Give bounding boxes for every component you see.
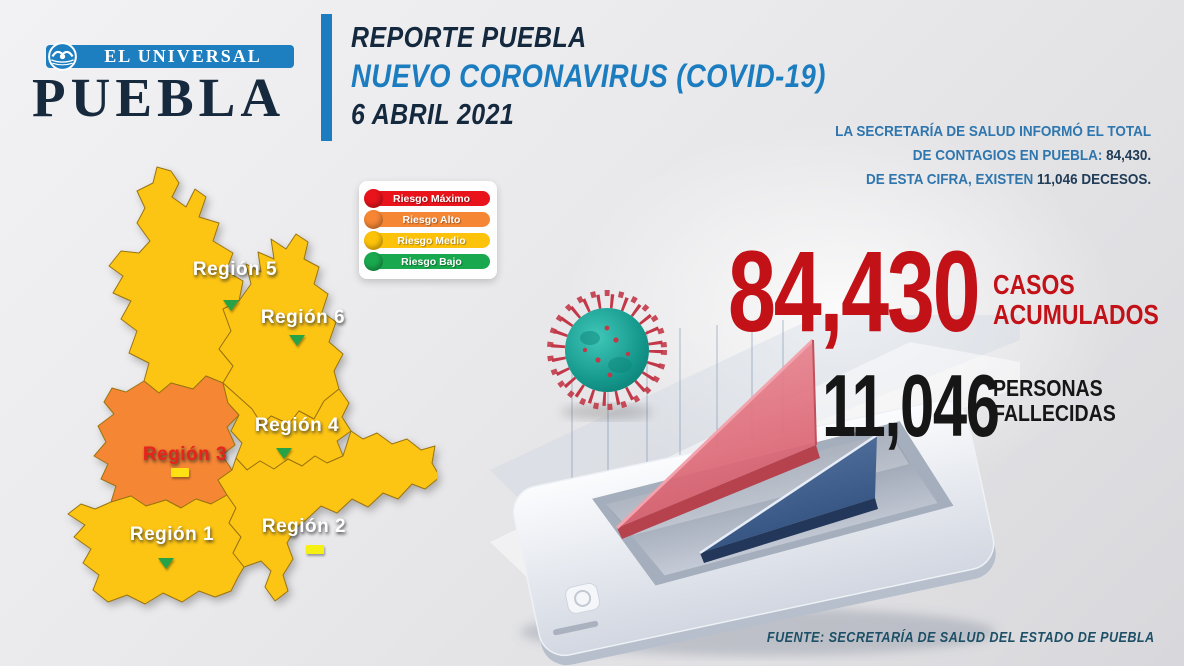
source-credit: FUENTE: SECRETARÍA DE SALUD DEL ESTADO D… [767,630,1155,646]
region-1-marker-icon [158,558,174,569]
legend-row-maximo: Riesgo Máximo [364,189,492,208]
region-4-marker-icon [276,448,292,459]
summary-text: LA SECRETARÍA DE SALUD INFORMÓ EL TOTAL … [835,120,1151,192]
report-title: REPORTE PUEBLA [351,22,587,54]
summary-line-2: DE CONTAGIOS EN PUEBLA: 84,430. [912,147,1151,164]
region-3-marker-icon [171,468,189,477]
tablet-chart-illustration [490,290,1020,666]
risk-legend: Riesgo Máximo Riesgo Alto Riesgo Medio R… [359,181,497,279]
legend-dot [364,231,383,250]
brand-name: EL UNIVERSAL [104,46,262,66]
region-5-marker-icon [223,300,239,311]
legend-dot [364,252,383,271]
edition-title: PUEBLA [32,67,286,128]
region-2-label: Región 2 [261,516,347,537]
tablet-home-button [565,582,601,614]
report-subtitle: NUEVO CORONAVIRUS (COVID-19) [351,58,826,94]
region-2-marker-icon [306,545,324,554]
region-5-label: Región 5 [192,259,278,280]
puebla-regions-map: Región 5 Región 6 Región 4 Región 3 Regi… [55,163,441,625]
region-3-shape [93,375,240,509]
legend-bar: Riesgo Alto [373,212,490,227]
deaths-count: 11,046 [822,356,1000,455]
tablet-speaker-slot [553,620,599,636]
eagle-globe-icon [48,42,77,71]
legend-bar: Riesgo Medio [373,233,490,248]
header-divider [321,14,332,141]
summary-line-3: DE ESTA CIFRA, EXISTEN 11,046 DECESOS. [865,171,1151,188]
legend-dot [364,189,383,208]
map-shapes [67,166,441,605]
legend-row-medio: Riesgo Medio [364,231,492,250]
deaths-wedge [699,433,878,563]
cases-count: 84,430 [728,228,981,356]
report-header: REPORTE PUEBLA NUEVO CORONAVIRUS (COVID-… [351,20,903,133]
region-6-marker-icon [289,335,305,346]
legend-dot [364,210,383,229]
region-4-label: Región 4 [254,415,340,436]
coronavirus-icon [547,290,667,420]
cases-wedge [615,338,820,539]
report-date: 6 ABRIL 2021 [351,99,515,131]
cases-label: CASOS ACUMULADOS [993,269,1159,330]
region-1-shape [67,494,245,605]
legend-row-bajo: Riesgo Bajo [364,252,492,271]
region-6-label: Región 6 [260,307,346,328]
legend-bar: Riesgo Máximo [373,191,490,206]
region-3-label: Región 3 [142,444,228,465]
summary-line-1: LA SECRETARÍA DE SALUD INFORMÓ EL TOTAL [835,123,1151,140]
deaths-label: PERSONAS FALLECIDAS [993,375,1116,426]
region-1-label: Región 1 [129,524,215,545]
region-2-shape [217,430,441,602]
legend-row-alto: Riesgo Alto [364,210,492,229]
legend-bar: Riesgo Bajo [373,254,490,269]
masthead-bar: EL UNIVERSAL [46,45,294,68]
